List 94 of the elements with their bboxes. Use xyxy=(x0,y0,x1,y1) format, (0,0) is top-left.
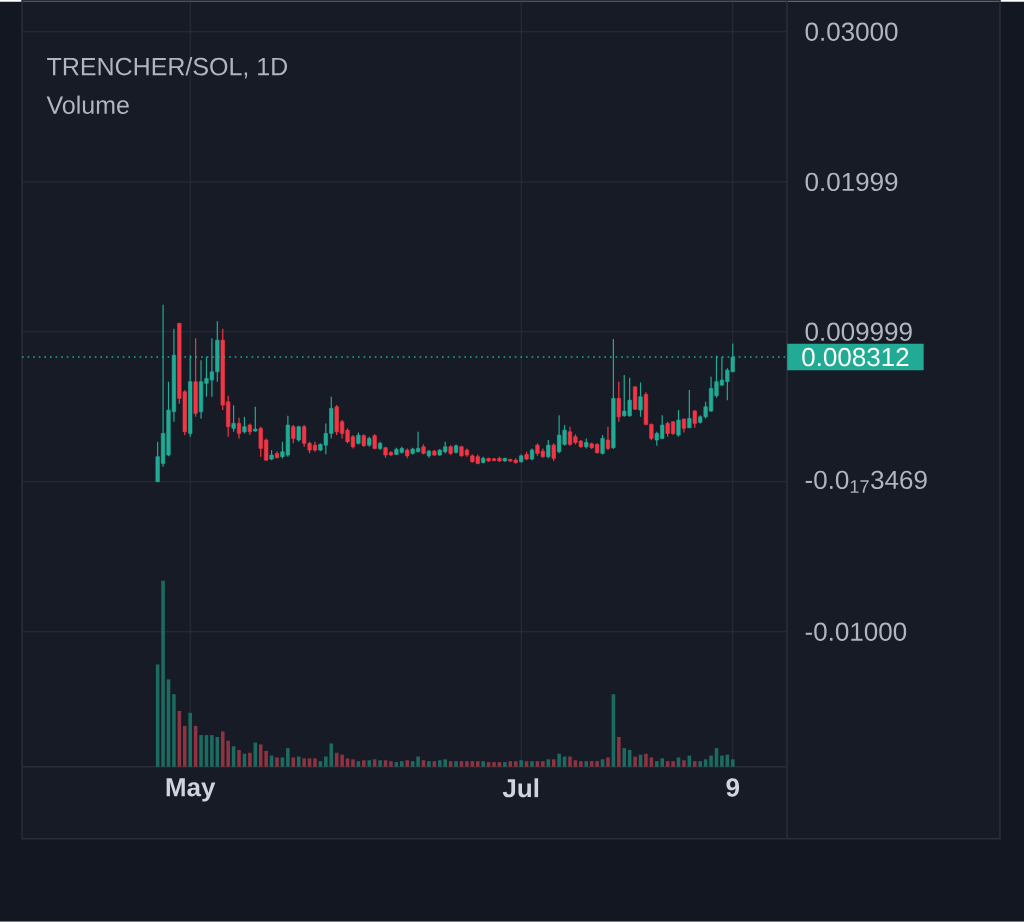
bar xyxy=(492,762,496,767)
bar xyxy=(465,761,469,767)
bar xyxy=(692,761,697,767)
candlestick xyxy=(231,404,236,433)
bar xyxy=(595,761,599,767)
ref-line-label: 0.008312 xyxy=(802,347,909,367)
bar xyxy=(383,760,388,767)
bar xyxy=(432,761,437,767)
y-tick-label: 0.01999 xyxy=(805,172,898,192)
bar xyxy=(286,748,290,767)
bar xyxy=(644,753,648,767)
bar xyxy=(475,761,480,767)
bar xyxy=(481,761,485,767)
bar xyxy=(568,756,572,767)
candlestick xyxy=(687,389,692,430)
bar xyxy=(362,760,366,767)
bar xyxy=(280,757,285,767)
candlestick xyxy=(546,439,551,460)
bar xyxy=(546,759,551,767)
bar xyxy=(709,755,713,767)
bar xyxy=(340,754,344,767)
bar xyxy=(345,758,350,767)
x-tick-label: 9 xyxy=(726,778,740,797)
bar xyxy=(519,760,523,767)
bar xyxy=(210,735,214,767)
bar xyxy=(188,712,192,767)
bar xyxy=(302,758,306,767)
bar xyxy=(671,761,675,767)
bar xyxy=(617,737,621,767)
bar xyxy=(416,756,420,767)
x-tick-label: May xyxy=(166,778,216,802)
bar xyxy=(622,748,627,767)
bar xyxy=(606,757,610,767)
bar xyxy=(161,580,165,767)
bar xyxy=(454,761,458,767)
bar xyxy=(275,757,279,767)
y-tick-label: -0.0$_{17}$3469 xyxy=(805,470,927,493)
candlestick xyxy=(616,381,621,423)
bar xyxy=(237,750,241,767)
bar xyxy=(524,761,529,767)
candlestick xyxy=(253,406,258,433)
y-tick-label: 0.009999 xyxy=(805,322,912,342)
bar xyxy=(584,761,589,767)
chart-title: Volume xyxy=(46,95,129,115)
bar xyxy=(459,761,464,767)
candlestick xyxy=(236,417,242,440)
bar xyxy=(367,760,372,767)
bar xyxy=(248,752,252,767)
bar xyxy=(427,761,431,767)
bar xyxy=(573,760,578,767)
bar xyxy=(470,761,475,767)
bar xyxy=(307,758,312,767)
bar xyxy=(182,725,187,767)
bar xyxy=(557,753,561,767)
x-tick-label: Jul xyxy=(502,778,539,798)
bar xyxy=(199,735,203,767)
y-tick-label: -0.01000 xyxy=(805,622,907,642)
bar xyxy=(551,759,556,767)
bar xyxy=(296,756,301,767)
bar xyxy=(698,761,702,767)
bar xyxy=(400,761,404,767)
y-tick-label: 0.03000 xyxy=(805,22,898,42)
candlestick xyxy=(291,424,296,445)
bar xyxy=(541,761,545,767)
candlestick xyxy=(638,381,643,418)
bar xyxy=(508,761,513,767)
bar xyxy=(172,694,176,767)
text: TRENCHER/SOL, 1D xyxy=(47,57,288,79)
bar xyxy=(535,761,540,767)
bar xyxy=(356,761,361,767)
bar xyxy=(503,762,507,767)
bar xyxy=(410,761,415,767)
bar xyxy=(405,760,410,767)
bar xyxy=(421,760,426,767)
bar xyxy=(665,761,670,767)
bar xyxy=(530,761,534,767)
bar xyxy=(633,756,637,767)
bar xyxy=(589,761,594,767)
candlestick xyxy=(605,426,611,451)
bar xyxy=(676,757,681,767)
bar xyxy=(313,758,317,767)
bar xyxy=(720,755,724,767)
bar xyxy=(513,761,518,767)
bar xyxy=(649,757,654,767)
bar xyxy=(730,759,735,767)
bar xyxy=(351,759,355,767)
bar xyxy=(389,761,393,767)
bar xyxy=(579,761,583,767)
bar xyxy=(378,760,382,767)
candlestick xyxy=(676,409,681,438)
bar xyxy=(318,761,323,767)
bar xyxy=(291,757,296,767)
bar xyxy=(448,761,453,767)
bar xyxy=(682,760,686,767)
